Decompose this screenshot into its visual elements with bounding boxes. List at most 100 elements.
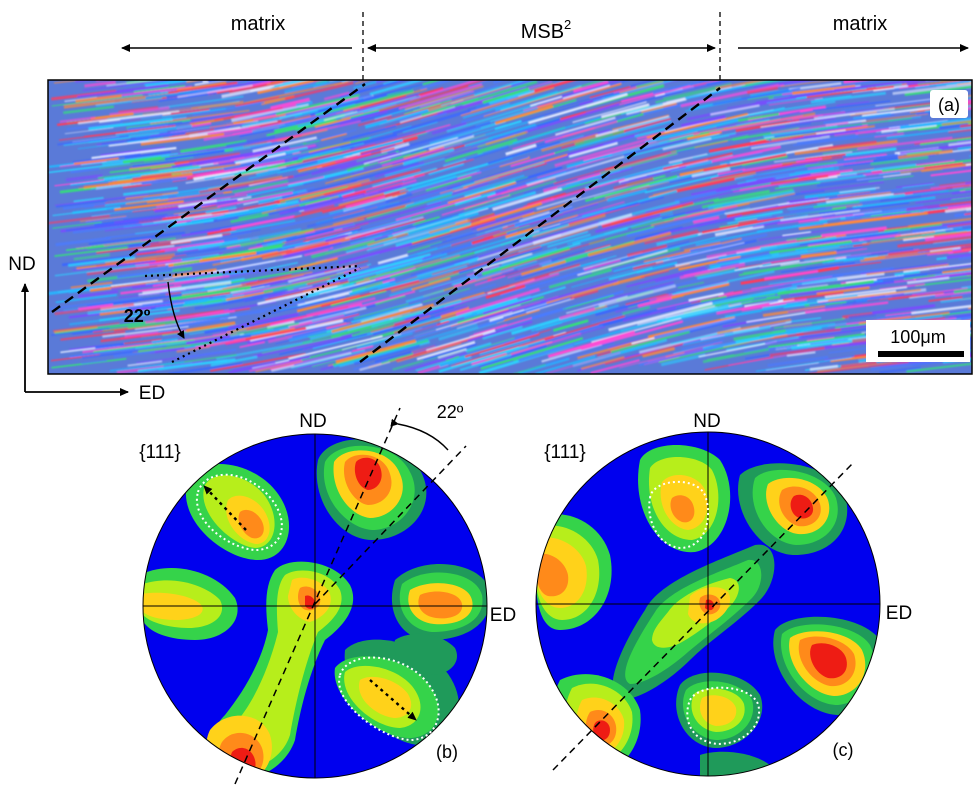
ebsd-streak: [920, 137, 972, 146]
ebsd-streak: [688, 292, 724, 302]
ebsd-streak: [84, 80, 116, 88]
panel-a-label-bg: [930, 90, 968, 118]
ebsd-streak: [178, 313, 230, 323]
ebsd-streak: [689, 243, 723, 253]
ebsd-streak: [573, 80, 609, 93]
ebsd-streak: [496, 309, 540, 324]
ebsd-streak: [416, 340, 476, 361]
pf-c-panel-label: (c): [833, 740, 854, 760]
ebsd-streak: [682, 333, 734, 346]
ebsd-streak: [266, 148, 351, 169]
ebsd-streak: [270, 205, 371, 231]
ebsd-streak: [303, 184, 403, 212]
ebsd-streak: [652, 80, 717, 95]
ebsd-streak: [387, 213, 465, 238]
ebsd-streak: [406, 218, 496, 247]
ebsd-streak: [150, 123, 245, 137]
ebsd-streak: [278, 178, 370, 203]
ebsd-streak: [500, 238, 606, 271]
ebsd-streak: [595, 297, 657, 317]
ebsd-streak: [742, 163, 783, 172]
ebsd-streak: [462, 103, 511, 119]
ebsd-streak: [525, 171, 567, 185]
ebsd-streak: [809, 364, 839, 371]
ebsd-streak: [305, 129, 357, 144]
ebsd-streak: [55, 197, 126, 208]
ebsd-streak: [767, 355, 829, 367]
ebsd-streak: [293, 293, 320, 302]
ebsd-streak: [600, 151, 678, 175]
ebsd-streak: [716, 318, 792, 335]
ebsd-streak: [75, 94, 122, 103]
ebsd-streak: [378, 84, 469, 113]
ebsd-streak: [585, 174, 678, 203]
ebsd-streak: [122, 183, 152, 189]
ebsd-streak: [91, 204, 183, 217]
ebsd-streak: [438, 346, 520, 373]
ebsd-streak: [835, 153, 898, 163]
ebsd-streak: [768, 333, 865, 348]
ebsd-streak: [774, 182, 821, 190]
ebsd-streak: [195, 337, 246, 350]
ebsd-streak: [957, 146, 972, 151]
ebsd-streak: [535, 355, 596, 374]
ebsd-streak: [782, 291, 844, 302]
ebsd-streak: [440, 80, 529, 107]
ebsd-streak: [481, 246, 571, 276]
ebsd-streak: [422, 132, 473, 151]
ebsd-streak: [929, 264, 972, 271]
ebsd-streak: [95, 342, 125, 349]
ebsd-streak: [355, 80, 371, 85]
ebsd-streak: [503, 296, 573, 319]
ebsd-streak: [830, 80, 896, 88]
ebsd-streak: [777, 279, 874, 296]
ebsd-streak: [619, 166, 687, 185]
ebsd-streak: [159, 95, 244, 109]
ebsd-streak: [73, 197, 104, 203]
ebsd-streak: [69, 347, 136, 358]
ebsd-streak: [862, 230, 968, 245]
ebsd-streak: [733, 329, 787, 341]
ebsd-streak: [429, 218, 524, 247]
ebsd-streak: [874, 132, 904, 138]
ebsd-streak: [284, 81, 354, 101]
ebsd-streak: [54, 263, 150, 277]
region-right-label: matrix: [833, 13, 887, 35]
ebsd-streak: [673, 204, 738, 221]
ebsd-streak: [63, 95, 146, 109]
ebsd-streak: [629, 80, 661, 88]
ebsd-streak: [619, 341, 723, 369]
ebsd-streak: [420, 112, 447, 122]
ebsd-streak: [500, 266, 596, 297]
ebsd-streak: [184, 297, 210, 304]
ebsd-streak: [353, 302, 409, 320]
pf-c-family-label: {111}: [544, 442, 586, 463]
ebsd-streak: [568, 141, 618, 158]
ebsd-streak: [701, 188, 794, 209]
ebsd-streak: [911, 304, 972, 315]
ebsd-streak: [443, 116, 545, 149]
ebsd-streak: [655, 242, 745, 264]
ebsd-streak: [141, 176, 188, 185]
ebsd-streak: [733, 135, 804, 149]
ebsd-streak: [124, 331, 159, 338]
ebsd-streak: [221, 227, 302, 246]
ebsd-streak: [181, 284, 228, 295]
ebsd-streak: [321, 147, 395, 168]
pf-b-right-label: ED: [490, 605, 516, 626]
ebsd-streak: [700, 295, 727, 303]
angle-label: 22º: [124, 306, 151, 326]
ebsd-streak: [778, 80, 818, 85]
ebsd-streak: [287, 320, 362, 341]
ebsd-streak: [583, 139, 657, 162]
ebsd-streak: [161, 107, 226, 119]
ebsd-streak: [703, 153, 787, 172]
ebsd-streak: [339, 109, 388, 125]
ebsd-streak: [866, 263, 950, 276]
ebsd-streak: [923, 162, 963, 169]
ebsd-streak: [792, 128, 867, 140]
ebsd-streak: [498, 162, 547, 179]
ebsd-streak: [898, 149, 953, 160]
ebsd-streak: [580, 258, 607, 268]
ebsd-streak: [413, 158, 474, 178]
